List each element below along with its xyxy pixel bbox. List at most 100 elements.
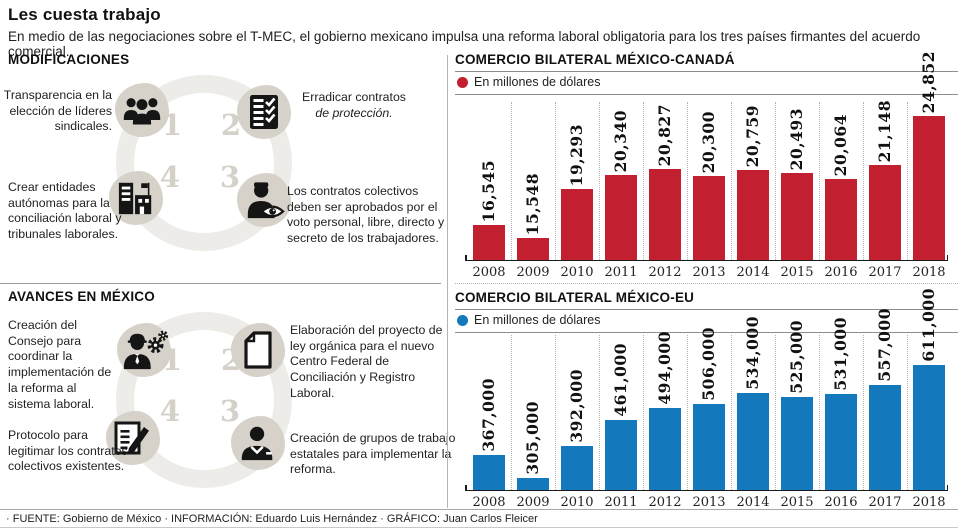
document-icon — [231, 323, 285, 377]
contract-pen-icon — [106, 411, 160, 465]
bar-value-label: 21,148 — [875, 99, 894, 162]
bar-value-label: 461,000 — [611, 343, 630, 417]
union-members-icon — [115, 83, 169, 137]
x-tick-label: 2009 — [516, 495, 550, 510]
bar — [649, 169, 681, 260]
gridline — [599, 102, 600, 260]
modificaciones-item-4-text: Crear entidades autónomas para la concil… — [8, 180, 122, 242]
x-tick-label: 2013 — [692, 265, 726, 280]
x-tick-label: 2018 — [912, 265, 946, 280]
x-axis — [465, 485, 948, 491]
avances-item-3-text: Creación de grupos de trabajo estatales … — [290, 431, 456, 477]
footer-credits: · FUENTE: Gobierno de México · INFORMACI… — [6, 513, 538, 525]
section-divider — [0, 283, 441, 284]
bar — [781, 173, 813, 260]
checklist-icon — [237, 85, 291, 139]
modificaciones-item-3-text: Los contratos colectivos deben ser aprob… — [287, 184, 445, 246]
x-axis — [465, 255, 948, 261]
gridline — [643, 335, 644, 490]
gridline — [555, 335, 556, 490]
bar-value-label: 534,000 — [743, 316, 762, 390]
bar — [517, 238, 549, 260]
x-tick-label: 2011 — [604, 265, 638, 280]
bar-value-label: 392,000 — [567, 369, 586, 443]
bar-value-label: 531,000 — [831, 317, 850, 391]
gridline — [687, 335, 688, 490]
bar — [869, 165, 901, 260]
bar — [605, 420, 637, 490]
chart-title: COMERCIO BILATERAL MÉXICO-CANADÁ — [455, 52, 735, 67]
x-tick-label: 2011 — [604, 495, 638, 510]
legend-label: En millones de dólares — [474, 313, 601, 327]
gridline — [599, 335, 600, 490]
gridline — [819, 102, 820, 260]
bar — [473, 455, 505, 490]
modificaciones-item-2-text-italic: de protección. — [315, 105, 393, 120]
gridline — [907, 335, 908, 490]
gridline — [731, 335, 732, 490]
bar-value-label: 20,493 — [787, 107, 806, 170]
bar — [517, 478, 549, 490]
legend-dot-icon — [457, 315, 468, 326]
bar — [869, 385, 901, 490]
legend-dot-icon — [457, 77, 468, 88]
worker-vote-eye-icon — [237, 173, 291, 227]
gridline — [775, 335, 776, 490]
x-tick-label: 2012 — [648, 265, 682, 280]
bar — [737, 170, 769, 260]
page-title: Les cuesta trabajo — [8, 5, 161, 24]
x-tick-label: 2008 — [472, 265, 506, 280]
bar-value-label: 15,548 — [523, 172, 542, 235]
column-divider — [447, 55, 448, 508]
x-tick-label: 2013 — [692, 495, 726, 510]
gridline — [907, 102, 908, 260]
bar — [605, 175, 637, 260]
bar — [737, 393, 769, 490]
bar — [561, 446, 593, 490]
gridline — [819, 335, 820, 490]
gridline — [775, 102, 776, 260]
gridline — [555, 102, 556, 260]
rule — [455, 94, 958, 95]
legend-label: En millones de dólares — [474, 75, 601, 89]
x-tick-label: 2008 — [472, 495, 506, 510]
x-tick-label: 2015 — [780, 495, 814, 510]
chart-mexico-eu: COMERCIO BILATERAL MÉXICO-EU En millones… — [455, 288, 958, 515]
step-number-4: 4 — [159, 160, 181, 194]
section-heading-modificaciones: MODIFICACIONES — [8, 52, 130, 67]
gridline — [511, 102, 512, 260]
bar — [825, 394, 857, 490]
bar — [649, 408, 681, 490]
bar — [913, 116, 945, 260]
x-tick-label: 2010 — [560, 265, 594, 280]
x-tick-label: 2018 — [912, 495, 946, 510]
bar-value-label: 20,300 — [699, 110, 718, 173]
bar-value-label: 19,293 — [567, 123, 586, 186]
step-number-4: 4 — [159, 394, 181, 428]
rule — [455, 332, 958, 333]
chart-divider — [455, 283, 958, 284]
x-tick-label: 2009 — [516, 265, 550, 280]
x-tick-label: 2012 — [648, 495, 682, 510]
bar — [693, 176, 725, 260]
bar-value-label: 20,827 — [655, 103, 674, 166]
page-subtitle: En medio de las negociaciones sobre el T… — [8, 29, 921, 59]
x-tick-label: 2016 — [824, 495, 858, 510]
chart-mexico-canada: COMERCIO BILATERAL MÉXICO-CANADÁ En mill… — [455, 51, 958, 282]
modificaciones-item-2-text: Erradicar contratos de protección. — [292, 90, 416, 121]
gridline — [731, 102, 732, 260]
bar-value-label: 16,545 — [479, 159, 498, 222]
worker-gears-icon — [117, 323, 171, 377]
bar-value-label: 367,000 — [479, 378, 498, 452]
avances-item-2-text: Elaboración del proyecto de ley orgánica… — [290, 323, 443, 400]
bar-value-label: 20,064 — [831, 113, 850, 176]
bar — [561, 189, 593, 260]
section-heading-avances: AVANCES EN MÉXICO — [8, 289, 155, 304]
modificaciones-item-1-text: Transparencia en la elección de líderes … — [3, 88, 112, 134]
step-number-3: 3 — [219, 394, 241, 428]
gridline — [687, 102, 688, 260]
bar — [473, 225, 505, 260]
bar-value-label: 20,759 — [743, 104, 762, 167]
institution-building-icon — [109, 171, 163, 225]
